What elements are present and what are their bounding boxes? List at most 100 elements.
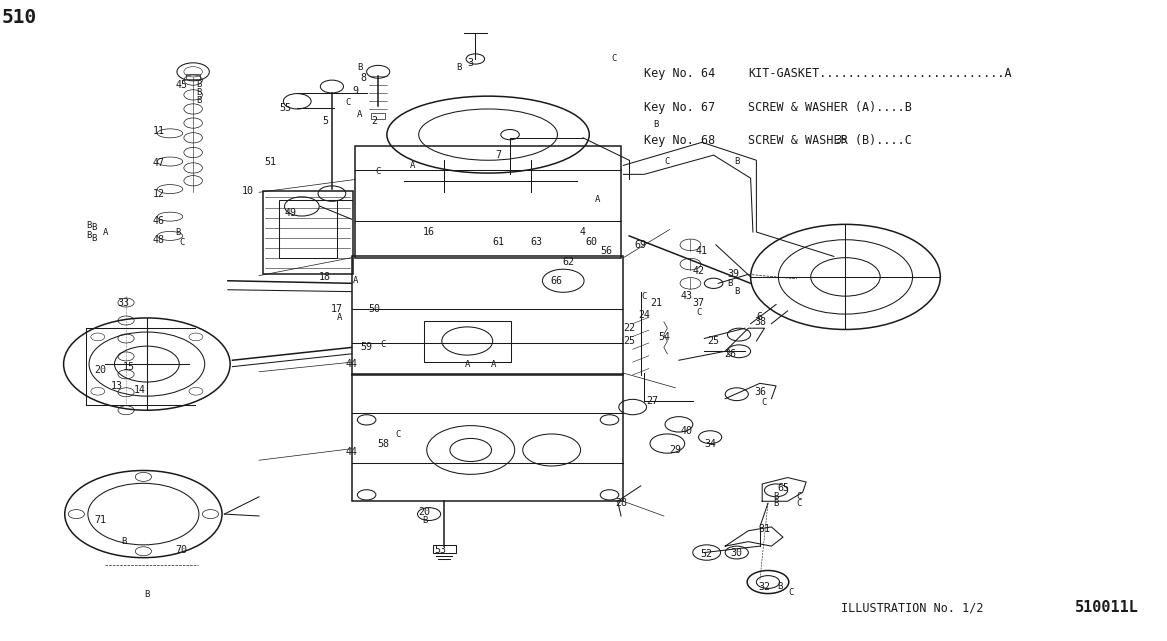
Bar	[351, 374, 623, 501]
Text: ILLUSTRATION No. 1/2: ILLUSTRATION No. 1/2	[841, 601, 984, 614]
Text: B: B	[145, 590, 149, 599]
Text: B: B	[774, 492, 778, 501]
Text: 31: 31	[759, 524, 770, 534]
Text: 12: 12	[153, 188, 165, 199]
Text: C: C	[612, 54, 617, 63]
Text: B: B	[196, 80, 202, 89]
Text: 62: 62	[561, 256, 574, 267]
Text: C: C	[797, 499, 802, 508]
Text: 40: 40	[682, 426, 693, 436]
Text: B: B	[774, 499, 778, 508]
Text: 54: 54	[658, 331, 670, 342]
Text: C: C	[345, 98, 351, 107]
Text: B: B	[196, 96, 202, 105]
Text: 39: 39	[727, 269, 739, 279]
Text: Key No. 68: Key No. 68	[644, 134, 715, 147]
Text: SCREW & WASHER (A)....B: SCREW & WASHER (A)....B	[748, 101, 913, 113]
Text: 17: 17	[330, 304, 343, 314]
Text: C: C	[797, 492, 802, 501]
Text: C: C	[380, 340, 385, 349]
Text: B: B	[91, 223, 97, 232]
Text: 41: 41	[696, 246, 708, 256]
Text: B: B	[357, 63, 363, 72]
Text: B: B	[734, 287, 740, 296]
Text: C: C	[696, 308, 701, 317]
Text: B: B	[175, 228, 181, 237]
Text: A: A	[337, 313, 343, 322]
Text: 69: 69	[635, 240, 647, 250]
Text: 60: 60	[585, 237, 598, 247]
Text: 47: 47	[153, 158, 165, 169]
Text: 10: 10	[242, 186, 253, 196]
Text: B: B	[121, 537, 126, 546]
Bar	[355, 146, 621, 258]
Text: 55: 55	[280, 103, 292, 113]
Text: C: C	[665, 157, 670, 166]
Text: 20: 20	[419, 506, 431, 517]
Text: A: A	[491, 360, 496, 369]
Text: 38: 38	[754, 317, 766, 327]
Text: A: A	[103, 228, 107, 237]
Text: 21: 21	[650, 297, 662, 308]
Bar	[433, 545, 455, 553]
Text: 49: 49	[285, 208, 296, 218]
Text: C: C	[396, 430, 400, 439]
Text: 51: 51	[265, 156, 277, 167]
Text: 22: 22	[623, 323, 635, 333]
Text: 14: 14	[134, 385, 146, 395]
Text: 37: 37	[692, 297, 705, 308]
Text: 53: 53	[434, 545, 447, 555]
Text: B: B	[86, 221, 92, 230]
Text: 15: 15	[123, 362, 134, 372]
Text: 58: 58	[377, 438, 389, 449]
Text: C: C	[376, 167, 380, 176]
Text: 59: 59	[361, 342, 372, 353]
Text: 26: 26	[724, 349, 736, 359]
Text: 29: 29	[670, 445, 682, 455]
Text: 510: 510	[2, 8, 37, 28]
Text: C: C	[179, 238, 184, 247]
Text: B: B	[654, 121, 658, 129]
Text: B: B	[91, 234, 97, 243]
Text: 66: 66	[551, 276, 562, 286]
Text: 61: 61	[492, 237, 504, 247]
Bar	[425, 320, 511, 362]
Text: 33: 33	[118, 297, 130, 308]
Text: B: B	[456, 63, 462, 72]
Text: 35: 35	[834, 135, 847, 145]
Text: A: A	[357, 110, 363, 119]
Text: SCREW & WASHER (B)....C: SCREW & WASHER (B)....C	[748, 134, 913, 147]
Text: 52: 52	[700, 549, 713, 560]
Text: KIT-GASKET..........................A: KIT-GASKET..........................A	[748, 67, 1012, 80]
Text: 20: 20	[95, 365, 106, 376]
Text: 510011L: 510011L	[1075, 600, 1139, 615]
Text: 50: 50	[369, 304, 380, 314]
Text: 6: 6	[757, 312, 763, 322]
Bar	[279, 200, 336, 258]
Text: B: B	[734, 157, 740, 166]
Text: C: C	[762, 398, 767, 407]
Text: 44: 44	[345, 359, 357, 369]
Text: 48: 48	[153, 235, 165, 246]
Text: 11: 11	[153, 126, 165, 137]
Text: 36: 36	[754, 387, 766, 397]
Text: 70: 70	[175, 545, 188, 555]
Text: 18: 18	[319, 272, 331, 282]
Text: 25: 25	[707, 336, 720, 346]
Text: A: A	[411, 161, 415, 170]
Text: 4: 4	[580, 227, 586, 237]
Text: B: B	[727, 279, 733, 288]
Text: 3: 3	[468, 58, 474, 68]
Text: 45: 45	[175, 80, 188, 90]
Text: A: A	[352, 276, 358, 285]
Text: 28: 28	[615, 498, 627, 508]
Text: 30: 30	[731, 547, 742, 558]
Bar	[351, 256, 623, 375]
Text: A: A	[595, 196, 601, 204]
Text: Key No. 67: Key No. 67	[644, 101, 715, 113]
Text: A: A	[464, 360, 470, 369]
Text: B: B	[421, 516, 427, 525]
Text: B: B	[777, 582, 782, 591]
Text: 7: 7	[496, 150, 502, 160]
Text: 24: 24	[638, 310, 650, 320]
